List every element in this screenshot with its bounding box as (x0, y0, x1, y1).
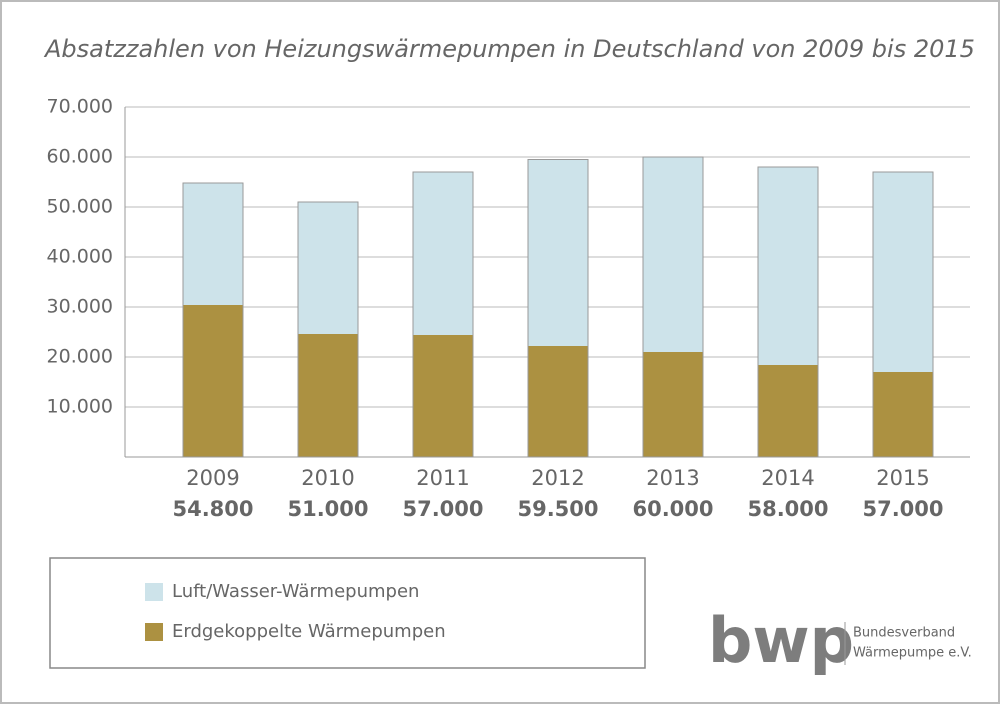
bar-segment (183, 183, 243, 305)
bar-outline (642, 156, 704, 458)
total-label: 51.000 (287, 497, 368, 521)
bar-segment (183, 305, 243, 457)
y-tick-label: 60.000 (47, 146, 113, 168)
bar-segment (758, 167, 818, 365)
total-label: 60.000 (632, 497, 713, 521)
x-tick-label: 2012 (531, 466, 584, 490)
legend-box (49, 557, 646, 669)
total-label: 58.000 (747, 497, 828, 521)
logo-mark: bwp (708, 604, 854, 677)
x-tick-label: 2015 (876, 466, 929, 490)
bar-segment (643, 352, 703, 457)
bar-outline (297, 201, 359, 458)
y-tick-label: 10.000 (47, 396, 113, 418)
bar-segment (873, 372, 933, 457)
bar-segment (298, 334, 358, 457)
legend-label: Erdgekoppelte Wärmepumpen (172, 621, 446, 642)
x-tick-label: 2014 (761, 466, 814, 490)
x-tick-label: 2013 (646, 466, 699, 490)
bar-outline (527, 159, 589, 458)
bar-segment (758, 365, 818, 457)
legend-swatch (145, 623, 163, 641)
y-tick-label: 30.000 (47, 296, 113, 318)
logo-text: Bundesverband (853, 626, 955, 641)
legend-swatch (145, 583, 163, 601)
legend-label: Luft/Wasser-Wärmepumpen (172, 581, 419, 602)
legend: Luft/Wasser-Wärmepumpen Erdgekoppelte Wär… (145, 581, 446, 642)
bar-outline (182, 182, 244, 458)
chart-title: Absatzzahlen von Heizungswärmepumpen in … (43, 35, 975, 63)
bar-outline (412, 171, 474, 458)
bar-segment (413, 335, 473, 457)
y-tick-label: 40.000 (47, 246, 113, 268)
bar-outline (872, 171, 934, 458)
y-tick-label: 70.000 (47, 96, 113, 118)
logo-text: Wärmepumpe e.V. (853, 646, 972, 661)
bar-segment (528, 346, 588, 457)
total-label: 59.500 (517, 497, 598, 521)
x-tick-label: 2011 (416, 466, 469, 490)
bar-outline (757, 166, 819, 458)
bar-segment (298, 202, 358, 334)
total-label: 54.800 (172, 497, 253, 521)
total-label: 57.000 (402, 497, 483, 521)
bar-segment (873, 172, 933, 372)
y-tick-label: 50.000 (47, 196, 113, 218)
bar-segment (413, 172, 473, 335)
x-tick-label: 2009 (186, 466, 239, 490)
y-tick-label: 20.000 (47, 346, 113, 368)
bar-segment (643, 157, 703, 352)
x-tick-label: 2010 (301, 466, 354, 490)
bar-segment (528, 159, 588, 346)
total-label: 57.000 (862, 497, 943, 521)
